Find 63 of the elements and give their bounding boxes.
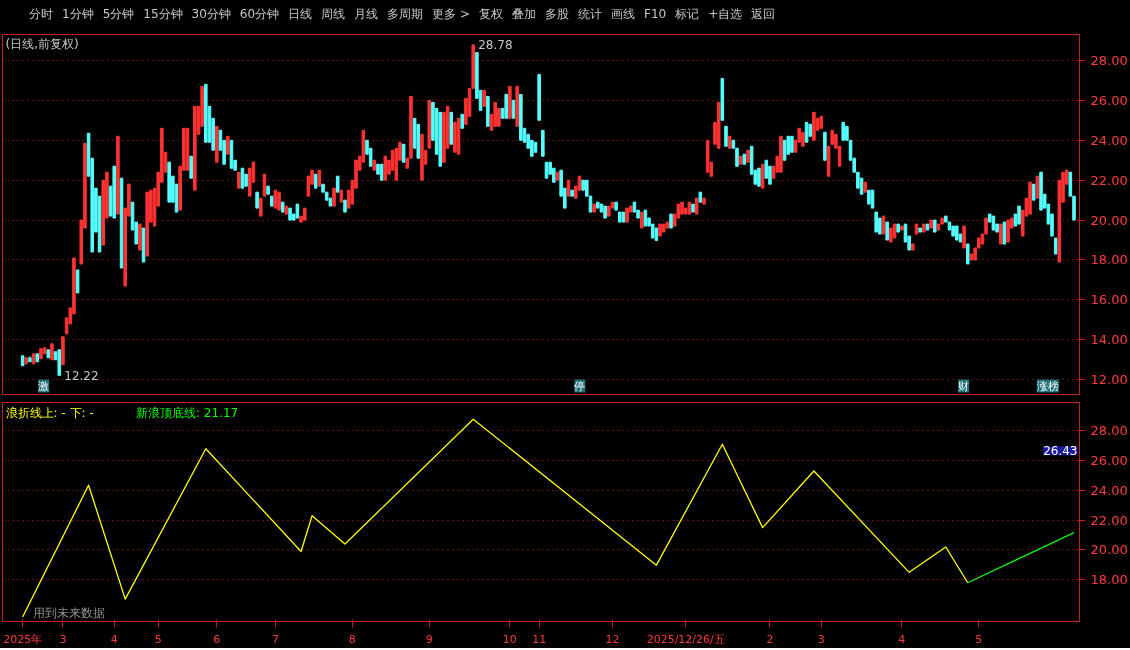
text: 叠加 <box>512 7 536 21</box>
x-tick-label: 4 <box>110 632 118 646</box>
y-tick-label: 28.00 <box>1090 423 1128 439</box>
text: 标记 <box>675 7 700 21</box>
y-tick-label: 20.00 <box>1090 212 1128 228</box>
y-tick-label: 24.00 <box>1090 132 1128 148</box>
x-tick-label: 3 <box>817 632 825 646</box>
text: 60分钟 <box>239 7 280 21</box>
text: F10 <box>644 7 667 21</box>
y-tick-label: 26.00 <box>1090 92 1128 108</box>
x-tick-label: 5 <box>154 632 162 646</box>
text: 5分钟 <box>102 7 135 21</box>
annotation: 激 <box>38 379 50 393</box>
text: 多周期 <box>387 7 424 21</box>
text: 多股 <box>545 7 569 21</box>
x-tick-label: 3 <box>59 632 67 646</box>
y-tick-label: 12.00 <box>1090 372 1128 388</box>
x-tick-label: 9 <box>425 632 433 646</box>
x-tick-label: 2025年 <box>3 632 43 646</box>
y-tick-label: 28.00 <box>1090 52 1128 68</box>
x-tick-label: 12 <box>605 632 620 646</box>
text: +自选 <box>708 7 743 21</box>
text: 月线 <box>354 7 379 21</box>
line-series <box>22 418 969 618</box>
y-tick-label: 20.00 <box>1090 542 1128 558</box>
y-tick-label: 14.00 <box>1090 332 1128 348</box>
annotation: 涨榜 <box>1036 379 1059 393</box>
x-tick-label: 6 <box>213 632 221 646</box>
text: 复权 <box>479 7 503 21</box>
x-tick-label: 2 <box>766 632 774 646</box>
text: 返回 <box>751 7 776 21</box>
text: 分时 <box>29 7 53 21</box>
text: 1分钟 <box>62 7 94 21</box>
x-tick-label: 8 <box>348 632 356 646</box>
text: 日线 <box>288 7 313 21</box>
annotation: 26.43 <box>1043 444 1078 459</box>
text: 15分钟 <box>143 7 183 21</box>
y-tick-label: 26.00 <box>1090 453 1128 469</box>
text: 更多 > <box>432 7 470 21</box>
annotation: 12.22 <box>64 368 99 383</box>
text: 新浪顶底线: 21.17 <box>136 405 239 420</box>
text: 周线 <box>321 7 346 21</box>
text: 30分钟 <box>191 7 231 21</box>
y-tick-label: 18.00 <box>1090 572 1128 588</box>
annotation: 停 <box>574 379 586 393</box>
x-tick-label: 11 <box>532 632 547 646</box>
y-tick-label: 24.00 <box>1090 482 1128 498</box>
x-tick-label: 2025/12/26/五 <box>646 632 725 646</box>
text: 画线 <box>611 7 635 21</box>
y-tick-label: 22.00 <box>1090 512 1128 528</box>
x-tick-label: 5 <box>975 632 983 646</box>
y-tick-label: 22.00 <box>1090 172 1128 188</box>
y-tick-label: 16.00 <box>1090 292 1128 308</box>
y-tick-label: 18.00 <box>1090 252 1128 268</box>
x-tick-label: 4 <box>898 632 906 646</box>
annotation: 财 <box>958 379 970 393</box>
x-tick-label: 10 <box>502 632 517 646</box>
x-tick-label: 7 <box>271 632 279 646</box>
annotation: 28.78 <box>478 38 513 53</box>
annotation: 用到未来数据 <box>32 605 105 620</box>
text: 统计 <box>578 7 602 21</box>
text: 浪折线上: - 下: - <box>5 405 94 420</box>
chart-title: (日线,前复权) <box>5 36 79 51</box>
